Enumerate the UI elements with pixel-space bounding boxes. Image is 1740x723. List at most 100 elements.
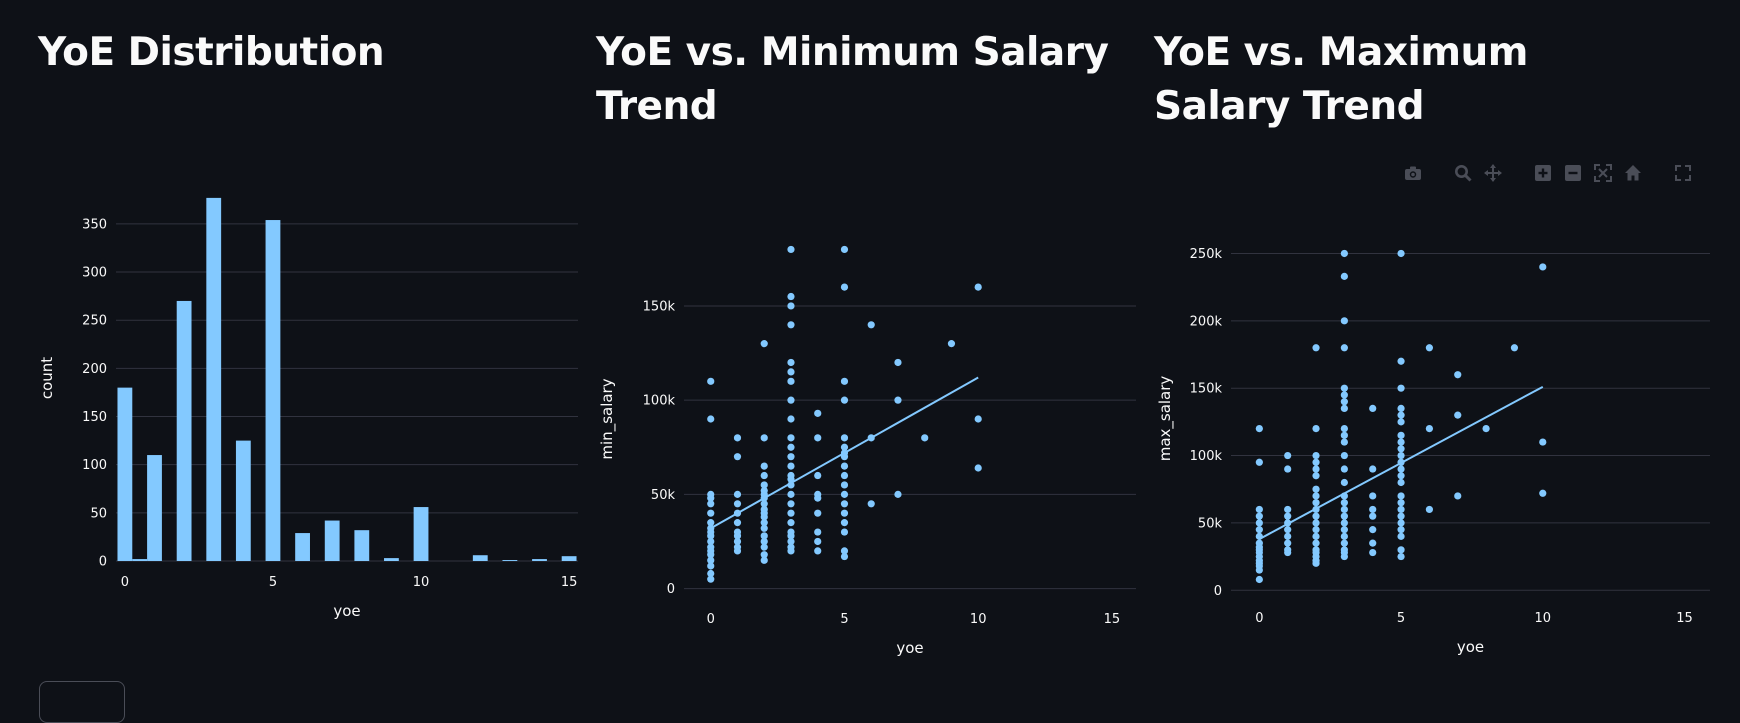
scatter-point	[1255, 458, 1263, 466]
scatter-point	[787, 434, 795, 442]
scatter-point	[1340, 431, 1348, 439]
chart-title: YoE vs. Minimum Salary Trend	[596, 30, 1109, 129]
min-salary-chart[interactable]: 0 50k 100k 150k 0 5 10 15 yoe min_salary	[596, 0, 1136, 680]
x-tick-label: 10	[1535, 611, 1552, 626]
scatter-point	[1425, 344, 1434, 352]
y-tick-label: 150k	[1190, 382, 1223, 397]
scatter-point	[814, 490, 822, 498]
y-tick-label: 250k	[1190, 247, 1223, 262]
scatter-point	[1312, 526, 1320, 534]
scatter-point	[760, 551, 768, 559]
scatter-point	[1340, 391, 1348, 399]
y-tick-label: 100k	[1190, 449, 1223, 464]
scatter-point	[1397, 438, 1405, 446]
y-tick-label: 150k	[643, 299, 676, 314]
scatter-point	[1340, 249, 1348, 258]
zoom-icon[interactable]	[1454, 164, 1472, 182]
scatter-point	[1312, 546, 1320, 554]
scatter-point	[787, 396, 795, 404]
scatter-point	[1312, 458, 1320, 466]
scatter-point	[814, 471, 822, 480]
y-tick-label: 50k	[651, 488, 676, 503]
scatter-point	[787, 358, 795, 367]
scatter-point	[787, 415, 795, 423]
scatter-point	[1284, 451, 1292, 460]
chart-title: YoE Distribution	[38, 30, 385, 75]
x-tick-label: 5	[840, 612, 848, 627]
scatter-point	[1454, 411, 1462, 419]
max-salary-chart[interactable]: 0 50k 100k 150k 200k 250k 0 5 10 15 yoe max_salary	[1154, 0, 1710, 680]
scatter-point	[840, 519, 849, 527]
scatter-point	[1369, 404, 1377, 412]
scatter-point	[814, 409, 822, 417]
yoe-distribution-chart[interactable]: 0 50 100 150 200 250 300 350 0 5 10 15 yoe count	[38, 0, 578, 640]
scatter-point	[1340, 451, 1348, 460]
fullscreen-icon[interactable]	[1674, 164, 1692, 182]
scatter-point	[1340, 344, 1348, 352]
scatter-point	[787, 528, 795, 536]
scatter-point	[840, 552, 849, 561]
scatter-point	[814, 528, 822, 536]
scatter-point	[760, 487, 768, 495]
scatter-point	[1255, 575, 1263, 584]
scatter-point	[894, 490, 902, 498]
scatter-point	[1340, 478, 1348, 487]
scatter-point	[1369, 465, 1377, 473]
scatter-point	[1340, 526, 1348, 534]
scatter-point	[787, 500, 795, 508]
histogram-bar	[532, 559, 547, 561]
y-tick-label: 200k	[1190, 314, 1223, 329]
scatter-point	[760, 532, 768, 540]
scatter-point	[840, 462, 849, 470]
scatter-point	[1255, 512, 1263, 520]
scatter-point	[760, 471, 768, 480]
y-tick-label: 0	[667, 582, 675, 597]
scatter-point	[707, 556, 715, 564]
scatter-point	[1539, 489, 1547, 497]
histogram-bar	[502, 560, 518, 561]
scatter-point	[787, 321, 795, 329]
trend-line	[710, 376, 979, 530]
x-tick-label: 10	[970, 612, 987, 627]
y-tick-label: 0	[1214, 584, 1222, 599]
scatter-point	[707, 377, 715, 385]
scatter-point	[787, 519, 795, 527]
scatter-point	[1284, 539, 1292, 547]
x-tick-label: 0	[121, 575, 129, 590]
scatter-point	[1397, 499, 1405, 507]
pan-icon[interactable]	[1484, 164, 1502, 182]
partial-widget[interactable]	[39, 681, 125, 723]
scatter-point	[1340, 404, 1348, 412]
scatter-point	[760, 543, 768, 551]
scatter-point	[707, 509, 715, 517]
scatter-point	[1397, 431, 1405, 439]
x-tick-label: 0	[707, 612, 715, 627]
scatter-point	[1340, 532, 1348, 540]
scatter-point	[760, 500, 768, 508]
scatter-point	[1255, 425, 1263, 433]
scatter-point	[840, 547, 849, 555]
zoom-in-icon[interactable]	[1534, 164, 1552, 182]
camera-icon[interactable]	[1404, 164, 1422, 182]
scatter-point	[1340, 505, 1348, 514]
x-tick-label: 5	[269, 575, 277, 590]
scatter-point	[707, 569, 715, 578]
scatter-point	[1397, 465, 1405, 473]
scatter-point	[1284, 505, 1292, 514]
scatter-point	[787, 368, 795, 376]
scatter-point	[787, 292, 795, 301]
scatter-point	[1397, 492, 1405, 500]
scatter-point	[1340, 438, 1348, 446]
histogram-bar	[413, 507, 429, 561]
scatter-point	[867, 500, 875, 508]
x-axis-label: yoe	[1457, 638, 1484, 656]
scatter-point	[1284, 526, 1292, 534]
autoscale-icon[interactable]	[1594, 164, 1612, 182]
home-icon[interactable]	[1624, 164, 1642, 182]
y-tick-label: 100k	[643, 394, 676, 409]
scatter-point	[1312, 499, 1320, 507]
histogram-bar	[117, 387, 133, 561]
scatter-point	[1369, 548, 1377, 557]
histogram-bar	[206, 197, 222, 562]
zoom-out-icon[interactable]	[1564, 164, 1582, 182]
